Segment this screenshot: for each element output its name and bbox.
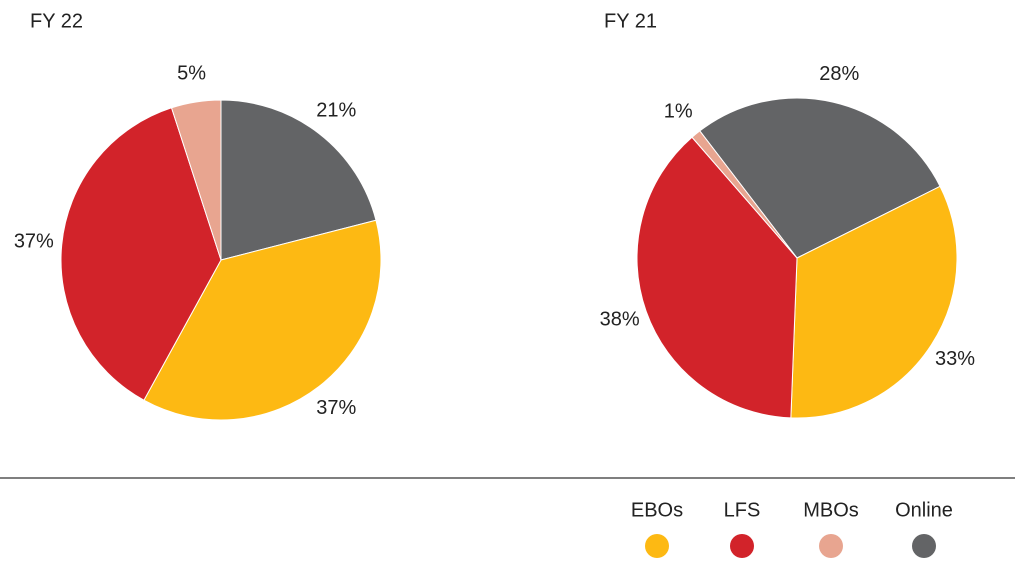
pie-slice	[636, 136, 798, 419]
chart-title: FY 22	[30, 10, 83, 32]
pie-slice	[220, 99, 377, 261]
pie-slice	[170, 99, 222, 261]
legend-label: LFS	[724, 499, 761, 521]
data-label: 21%	[316, 100, 356, 122]
data-label: 5%	[177, 63, 206, 85]
pie-slice	[699, 97, 941, 259]
data-label: 38%	[600, 309, 640, 331]
pie-slice	[790, 185, 958, 419]
legend-label: MBOs	[803, 499, 859, 521]
data-label: 1%	[664, 101, 693, 123]
data-label: 28%	[819, 63, 859, 85]
legend-swatch	[645, 534, 669, 558]
pie-slice	[691, 130, 798, 259]
data-label: 37%	[316, 397, 356, 419]
data-label: 33%	[935, 348, 975, 370]
chart-title: FY 21	[604, 10, 657, 32]
legend-label: Online	[895, 499, 953, 521]
pie-slice	[60, 107, 222, 401]
data-label: 37%	[14, 231, 54, 253]
pie-slice	[143, 219, 382, 421]
legend-label: EBOs	[631, 499, 683, 521]
legend-swatch	[912, 534, 936, 558]
legend-swatch	[730, 534, 754, 558]
legend-swatch	[819, 534, 843, 558]
